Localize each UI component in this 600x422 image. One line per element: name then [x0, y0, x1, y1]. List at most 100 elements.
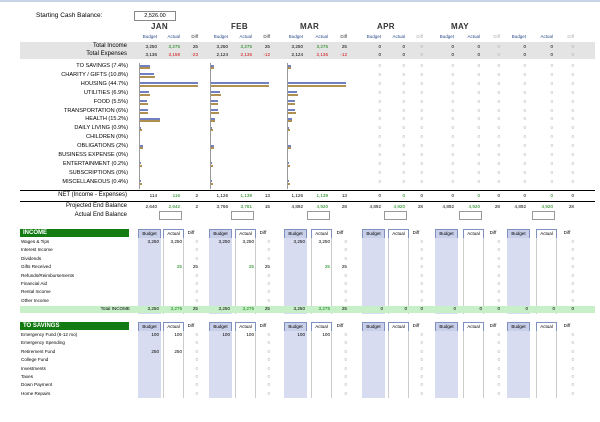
budget-value: 3,136 — [145, 52, 158, 57]
actual-cell[interactable]: 100 — [246, 332, 254, 337]
category-zero: 0 — [477, 63, 480, 68]
net-actual: 0 — [477, 193, 480, 198]
actual-end-input[interactable] — [384, 211, 407, 220]
diff-cell: 0 — [497, 340, 500, 346]
diff-cell: 0 — [267, 332, 270, 337]
savings-section-title: TO SAVINGS — [20, 322, 129, 330]
actual-cell[interactable]: 3,250 — [170, 239, 183, 244]
actual-cell[interactable]: 250 — [174, 348, 182, 354]
budget-cell[interactable]: 3,250 — [147, 239, 160, 244]
category-zero: 0 — [477, 71, 480, 77]
total-actual: 0 — [479, 306, 482, 312]
actual-cell[interactable]: 100 — [174, 332, 182, 337]
category-label: SUBSCRIPTIONS (0%) — [68, 169, 128, 176]
category-zero: 0 — [497, 116, 500, 122]
actual-cell[interactable]: 3,250 — [318, 239, 331, 244]
budget-cell[interactable]: 100 — [297, 332, 305, 337]
actual-end-input[interactable] — [159, 211, 182, 220]
actual-cell[interactable]: 25 — [176, 264, 182, 270]
category-zero: 0 — [420, 107, 423, 113]
projected-diff: 28 — [417, 204, 423, 209]
category-label: TO SAVINGS (7.4%) — [76, 63, 128, 69]
diff-cell: 0 — [344, 357, 347, 363]
actual-bar — [140, 75, 155, 78]
projected-diff: 28 — [341, 204, 347, 209]
category-zero: 0 — [477, 178, 480, 184]
budget-bar — [211, 117, 215, 120]
section-row-label: Retirement Fund — [21, 348, 56, 354]
section-row-label: Rental Income — [21, 289, 51, 295]
category-zero: 0 — [477, 98, 480, 104]
category-zero: 0 — [523, 107, 526, 113]
diff-cell: 0 — [571, 365, 574, 371]
budget-bar — [288, 64, 291, 67]
budget-bar — [140, 91, 149, 94]
projected-diff: 28 — [494, 204, 500, 209]
actual-cell[interactable]: 100 — [322, 332, 330, 337]
category-zero: 0 — [378, 80, 381, 86]
category-zero: 0 — [550, 80, 553, 86]
budget-value: 0 — [451, 44, 454, 49]
category-zero: 0 — [451, 63, 454, 68]
category-zero: 0 — [378, 169, 381, 175]
actual-end-input[interactable] — [231, 211, 254, 220]
top-border — [0, 0, 600, 2]
diff-header: Diff — [340, 34, 347, 39]
diff-cell: 0 — [571, 255, 574, 261]
category-zero: 0 — [420, 80, 423, 86]
diff-cell: 0 — [267, 281, 270, 286]
category-zero: 0 — [477, 116, 480, 122]
category-zero: 0 — [420, 160, 423, 166]
category-zero: 0 — [402, 71, 405, 77]
budget-cell[interactable]: 100 — [222, 332, 230, 337]
budget-cell[interactable]: 3,250 — [293, 239, 306, 244]
category-zero: 0 — [523, 116, 526, 122]
month-may: MAY — [451, 22, 469, 31]
total-actual: 3,275 — [318, 306, 331, 312]
total-row-label: Total INCOME — [100, 306, 130, 312]
actual-bar — [211, 111, 219, 114]
actual-column — [388, 331, 409, 399]
budget-bar — [288, 144, 291, 147]
category-zero: 0 — [402, 116, 405, 122]
diff-cell: 0 — [420, 390, 423, 396]
starting-cash-input[interactable]: 2,526.00 — [134, 11, 176, 21]
actual-end-input[interactable] — [532, 211, 555, 220]
diff-cell: 0 — [497, 255, 500, 261]
diff-col-header: Diff — [187, 323, 195, 328]
category-zero: 0 — [523, 143, 526, 149]
projected-budget: 2,640 — [145, 204, 158, 209]
diff-cell: 0 — [420, 297, 423, 303]
budget-bar — [211, 126, 212, 129]
net-top-rule — [20, 190, 595, 191]
actual-cell[interactable]: 25 — [248, 264, 254, 270]
category-zero: 0 — [420, 125, 423, 131]
diff-cell: 0 — [497, 239, 500, 244]
net-actual: 116 — [172, 193, 180, 198]
category-zero: 0 — [497, 80, 500, 86]
category-zero: 0 — [402, 98, 405, 104]
total-budget: 3,250 — [147, 306, 160, 312]
category-zero: 0 — [420, 63, 423, 68]
actual-cell[interactable]: 25 — [324, 264, 330, 270]
actual-value: 0 — [477, 44, 480, 49]
budget-bar — [211, 82, 269, 85]
section-row-label: Home Repairs — [21, 390, 51, 396]
category-zero: 0 — [451, 178, 454, 184]
category-zero: 0 — [571, 125, 574, 131]
budget-column — [435, 238, 458, 315]
diff-header: Diff — [191, 34, 198, 39]
diff-cell: 0 — [267, 382, 270, 388]
actual-cell[interactable]: 3,250 — [242, 239, 255, 244]
actual-end-input[interactable] — [459, 211, 482, 220]
actual-end-input[interactable] — [307, 211, 330, 220]
budget-cell[interactable]: 100 — [151, 332, 159, 337]
diff-cell: 0 — [571, 239, 574, 244]
category-zero: 0 — [451, 80, 454, 86]
budget-cell[interactable]: 250 — [151, 348, 159, 354]
diff-value: -12 — [263, 52, 270, 57]
budget-cell[interactable]: 3,250 — [218, 239, 231, 244]
actual-end-label: Actual End Balance — [74, 212, 127, 218]
category-zero: 0 — [420, 143, 423, 149]
category-zero: 0 — [550, 125, 553, 131]
